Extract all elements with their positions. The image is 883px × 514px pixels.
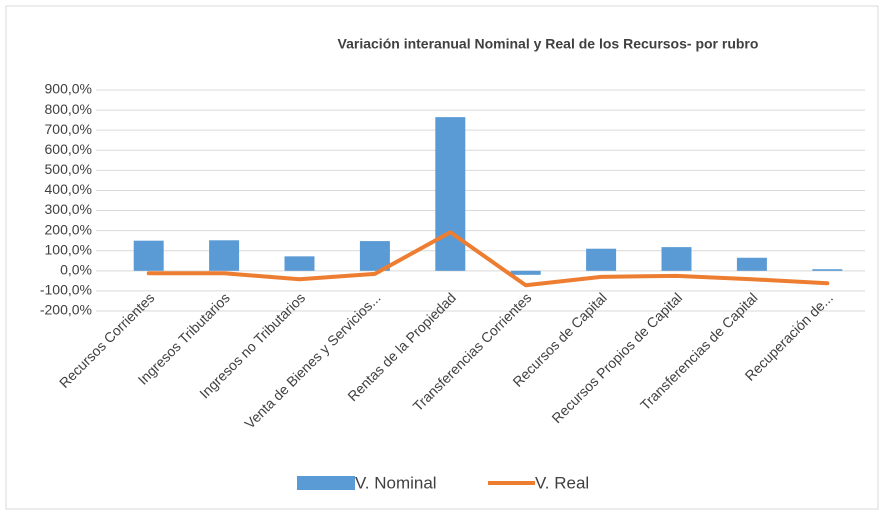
y-tick-label: 900,0% xyxy=(45,81,92,97)
legend-swatch xyxy=(297,476,355,490)
bar xyxy=(510,270,541,275)
y-tick-label: -200,0% xyxy=(40,302,92,318)
line xyxy=(146,230,830,288)
legend-label: V. Nominal xyxy=(355,473,437,492)
y-tick-label: 400,0% xyxy=(45,181,92,197)
y-tick-label: 700,0% xyxy=(45,121,92,137)
bar xyxy=(359,241,390,271)
y-tick-label: 0,0% xyxy=(60,262,92,278)
bar xyxy=(812,269,843,271)
bar xyxy=(284,256,315,271)
bar xyxy=(435,117,466,271)
y-tick-label: 100,0% xyxy=(45,241,92,257)
bar xyxy=(133,240,164,271)
chart-title: Variación interanual Nominal y Real de l… xyxy=(338,36,759,52)
bar xyxy=(586,248,617,271)
y-tick-label: 500,0% xyxy=(45,161,92,177)
y-tick-label: -100,0% xyxy=(40,282,92,298)
y-tick-label: 300,0% xyxy=(45,201,92,217)
bar xyxy=(209,240,240,271)
bar xyxy=(736,257,767,271)
bar xyxy=(661,247,692,271)
legend-label: V. Real xyxy=(535,473,589,492)
y-tick-label: 200,0% xyxy=(45,221,92,237)
y-tick-label: 800,0% xyxy=(45,101,92,117)
y-tick-label: 600,0% xyxy=(45,141,92,157)
